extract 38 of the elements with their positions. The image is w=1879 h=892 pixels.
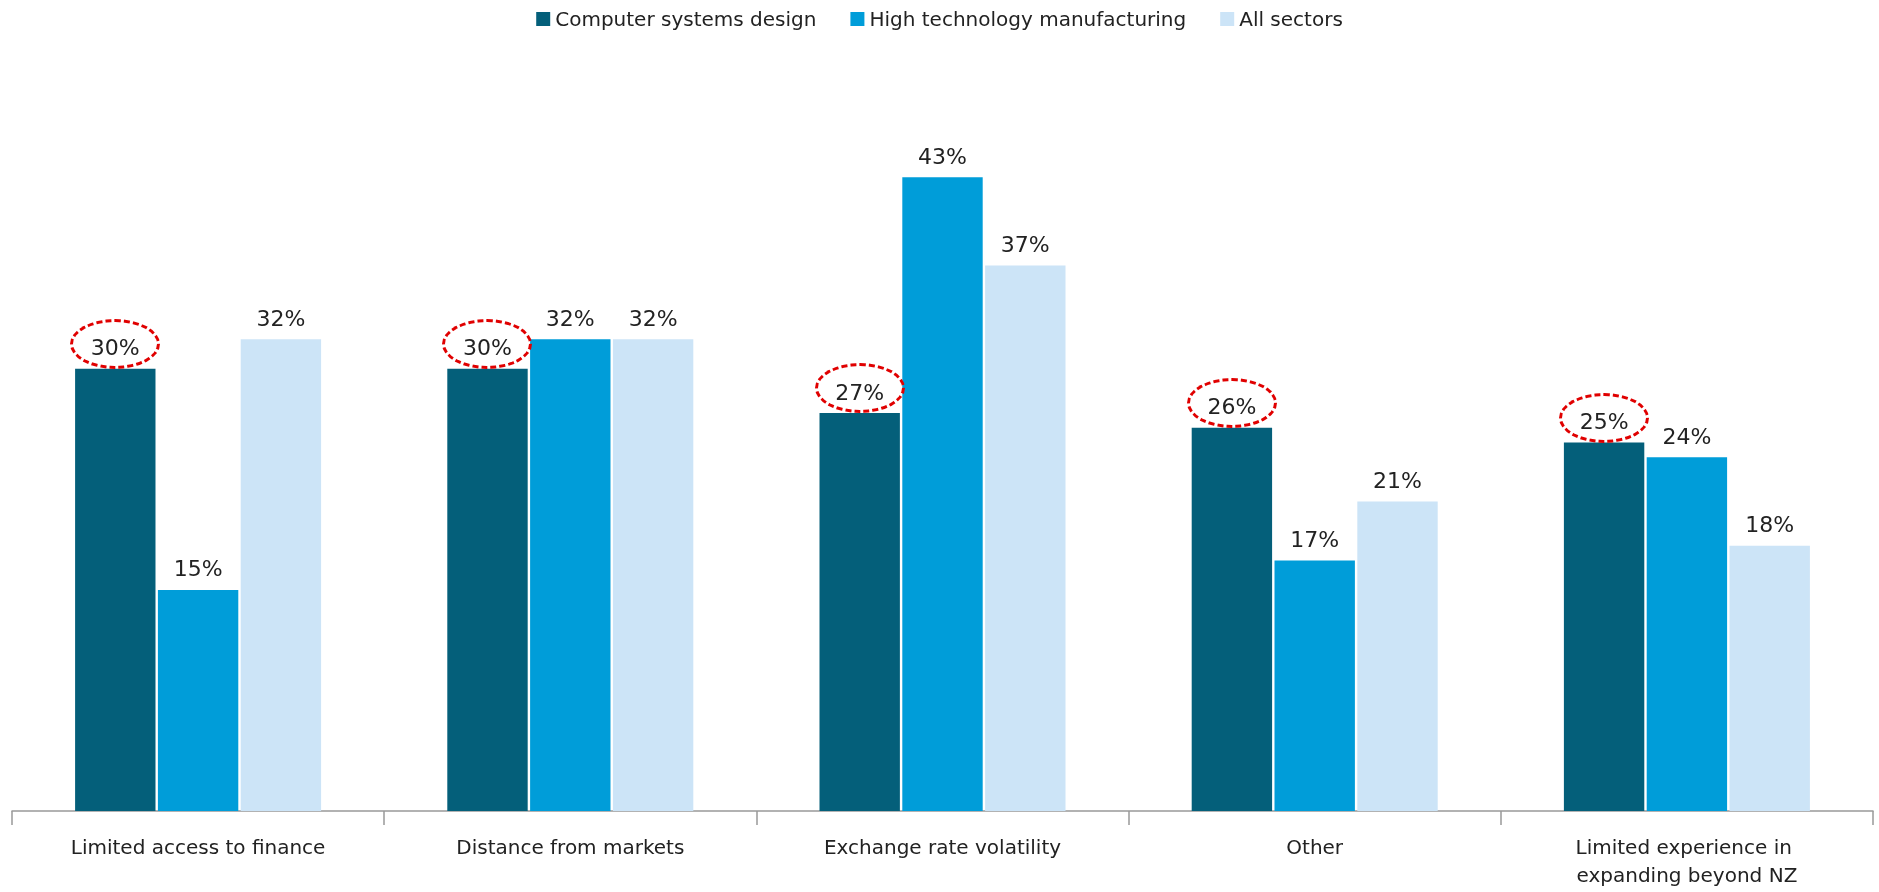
x-tick-label: Exchange rate volatility — [823, 835, 1062, 859]
x-tick-label: Other — [1286, 835, 1344, 859]
data-label: 32% — [628, 305, 678, 331]
bar — [902, 177, 983, 811]
data-label: 30% — [90, 335, 140, 361]
data-label: 43% — [918, 143, 967, 169]
bar — [1191, 427, 1273, 811]
data-label: 15% — [173, 556, 223, 582]
data-label: 27% — [835, 379, 885, 405]
bar — [985, 265, 1066, 811]
x-tick-label: Limited access to finance — [70, 835, 326, 859]
data-label: 37% — [1000, 232, 1050, 258]
data-label: 18% — [1745, 512, 1795, 538]
bar — [1646, 457, 1728, 811]
bar — [240, 339, 322, 811]
legend-label: All sectors — [1239, 7, 1343, 31]
data-label: 24% — [1662, 423, 1712, 449]
x-tick-label: Limited experience in expanding beyond NZ — [1575, 835, 1799, 887]
bar — [612, 339, 694, 811]
data-label: 32% — [545, 305, 595, 331]
bar — [1563, 442, 1645, 811]
bar — [447, 368, 528, 811]
data-label: 21% — [1373, 467, 1422, 493]
data-label: 30% — [463, 335, 512, 361]
data-label: 25% — [1579, 409, 1629, 434]
bar — [1729, 545, 1810, 811]
bar — [530, 339, 611, 811]
legend-label: Computer systems design — [555, 7, 817, 31]
bar — [75, 368, 156, 811]
data-label: 32% — [256, 305, 306, 331]
data-label: 17% — [1290, 526, 1340, 552]
bar — [1357, 501, 1438, 811]
bar — [157, 589, 239, 811]
legend-label: High technology manufacturing — [869, 7, 1187, 31]
data-label: 26% — [1207, 394, 1257, 420]
bar — [819, 413, 900, 811]
bar — [1274, 560, 1355, 811]
x-tick-label: Distance from markets — [456, 835, 685, 859]
